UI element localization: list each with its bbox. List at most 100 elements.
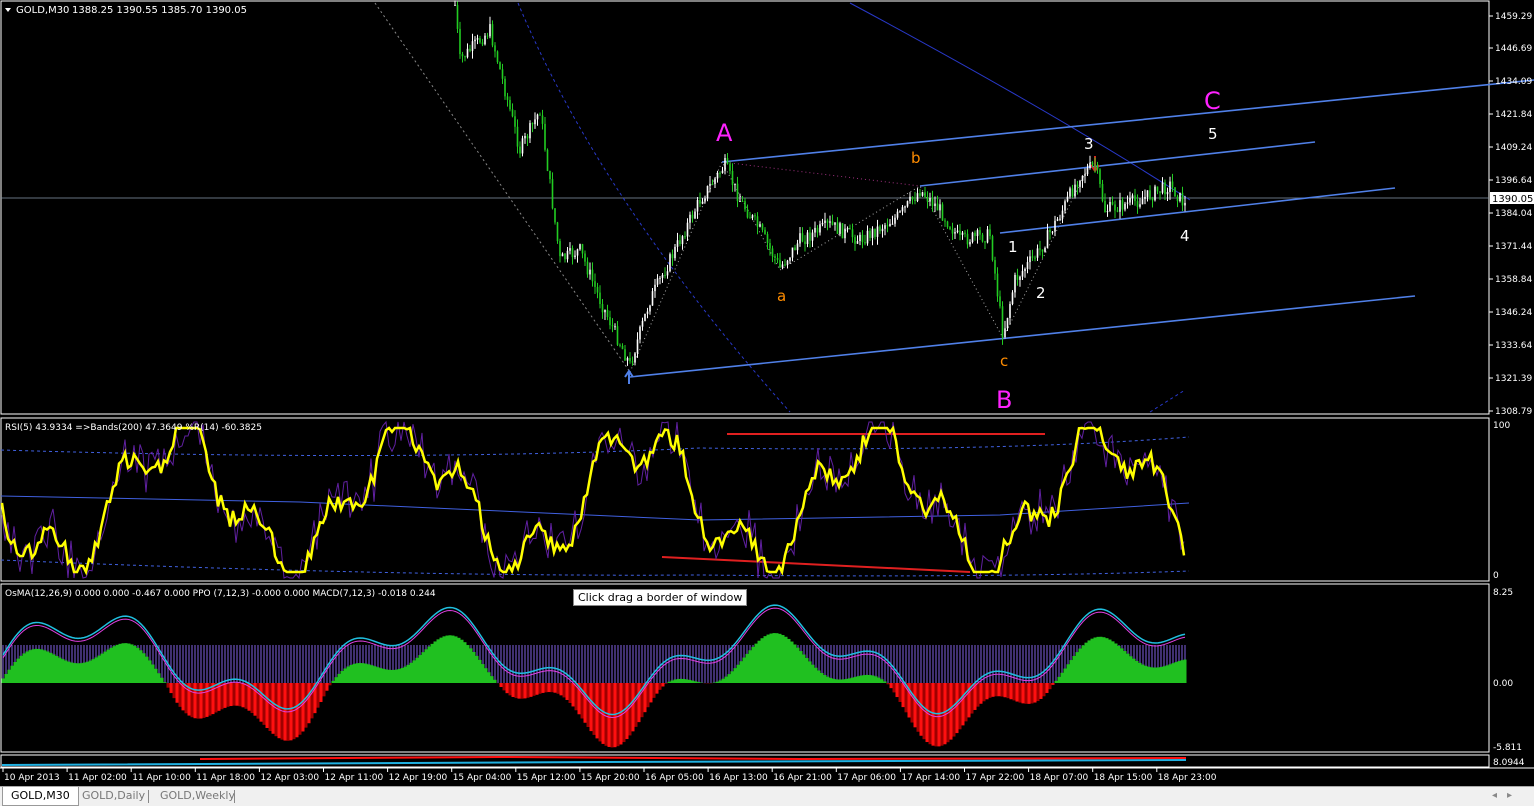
macd-histogram-bar xyxy=(197,683,200,719)
candle-body xyxy=(724,158,726,171)
candle-body xyxy=(629,358,631,361)
candle-body xyxy=(749,218,751,219)
candle-body xyxy=(549,171,551,179)
macd-histogram-bar xyxy=(962,683,965,725)
macd-histogram-bar xyxy=(452,636,455,683)
mini-axis-label: 8.0944 xyxy=(1493,758,1525,768)
candle-body xyxy=(507,96,509,100)
macd-histogram-bar xyxy=(239,683,242,706)
macd-histogram-bar xyxy=(1103,637,1106,683)
macd-histogram-bar xyxy=(530,683,533,697)
candle-body xyxy=(969,242,971,244)
macd-histogram-bar xyxy=(1058,677,1061,683)
macd-histogram-bar xyxy=(377,667,380,683)
macd-histogram-bar xyxy=(269,683,272,731)
candle-body xyxy=(614,326,616,327)
candle-body xyxy=(1139,204,1141,207)
tab-gold-daily[interactable]: GOLD,Daily xyxy=(74,787,153,805)
macd-histogram-bar xyxy=(59,658,62,683)
candle-body xyxy=(1077,185,1079,187)
candle-body xyxy=(772,248,774,256)
candle-body xyxy=(497,51,499,62)
candle-body xyxy=(679,240,681,244)
macd-histogram-bar xyxy=(992,683,995,697)
tab-gold-weekly[interactable]: GOLD,Weekly xyxy=(152,787,243,805)
candle-body xyxy=(1117,210,1119,211)
candle-body xyxy=(1114,204,1116,210)
rsi-indicator[interactable] xyxy=(1,422,1189,578)
chart-window[interactable]: 1459.291446.691434.091421.841409.241396.… xyxy=(0,0,1534,786)
macd-histogram-bar xyxy=(752,647,755,683)
macd-histogram-bar xyxy=(830,678,833,683)
wave-label-4: 4 xyxy=(1180,227,1190,245)
macd-histogram-bar xyxy=(431,644,434,683)
candle-body xyxy=(1024,269,1026,271)
candle-body xyxy=(1174,187,1176,196)
candle-body xyxy=(599,293,601,304)
candle-body xyxy=(1007,318,1009,328)
macd-histogram-bar xyxy=(1061,673,1064,683)
candle-body xyxy=(604,310,606,312)
macd-histogram-bar xyxy=(74,663,77,683)
macd-histogram-bar xyxy=(617,683,620,746)
candle-body xyxy=(769,243,771,248)
candle-body xyxy=(529,123,531,138)
candle-body xyxy=(617,326,619,345)
macd-histogram-bar xyxy=(983,683,986,701)
macd-histogram-bar xyxy=(260,683,263,722)
macd-histogram-bar xyxy=(587,683,590,727)
macd-histogram-bar xyxy=(101,654,104,683)
candle-body xyxy=(474,40,476,42)
wave-label-A: A xyxy=(716,119,733,147)
macd-histogram-bar xyxy=(176,683,179,703)
macd-histogram-bar xyxy=(320,683,323,702)
candle-body xyxy=(1094,165,1096,166)
candle-body xyxy=(494,45,496,51)
macd-histogram-bar xyxy=(470,648,473,683)
macd-histogram-bar xyxy=(488,672,491,683)
candle-body xyxy=(469,49,471,51)
candle-body xyxy=(1017,275,1019,280)
macd-histogram-bar xyxy=(1124,651,1127,683)
macd-histogram-bar xyxy=(932,683,935,746)
macd-histogram-bar xyxy=(71,663,74,683)
macd-histogram-bar xyxy=(806,658,809,683)
macd-histogram-bar xyxy=(779,634,782,683)
candle-body xyxy=(842,223,844,238)
candle-body xyxy=(1069,188,1071,196)
candle-body xyxy=(1179,193,1181,201)
candle-body xyxy=(864,242,866,243)
collapse-triangle-icon[interactable] xyxy=(5,8,11,12)
macd-histogram-bar xyxy=(380,668,383,683)
candle-body xyxy=(849,228,851,229)
macd-histogram-bar xyxy=(944,683,947,744)
macd-histogram-bar xyxy=(170,683,173,693)
macd-histogram-bar xyxy=(1073,656,1076,683)
tab-scroll-arrows[interactable]: ◂▸ xyxy=(1492,790,1522,801)
price-chart[interactable] xyxy=(1,0,1534,412)
time-tick-label: 17 Apr 06:00 xyxy=(837,773,896,783)
tab-gold-m30[interactable]: GOLD,M30 xyxy=(2,787,79,806)
macd-histogram-bar xyxy=(977,683,980,707)
macd-histogram-bar xyxy=(5,674,8,683)
macd-histogram-bar xyxy=(449,635,452,683)
macd-histogram-bar xyxy=(1172,663,1175,683)
candle-body xyxy=(454,5,456,6)
candle-body xyxy=(879,226,881,231)
macd-histogram-bar xyxy=(893,683,896,692)
candle-body xyxy=(1162,182,1164,192)
macd-indicator[interactable] xyxy=(2,605,1187,747)
candle-body xyxy=(807,232,809,244)
macd-histogram-bar xyxy=(1121,648,1124,683)
macd-histogram-bar xyxy=(1022,683,1025,703)
candle-body xyxy=(792,247,794,257)
divergence-line xyxy=(662,557,970,572)
macd-histogram-bar xyxy=(446,636,449,683)
mini-line xyxy=(200,757,1186,759)
candle-body xyxy=(972,233,974,242)
candle-body xyxy=(1084,174,1086,176)
wave-label-C: C xyxy=(1204,87,1221,115)
candle-body xyxy=(642,321,644,327)
candle-body xyxy=(492,24,494,45)
candle-body xyxy=(862,235,864,242)
